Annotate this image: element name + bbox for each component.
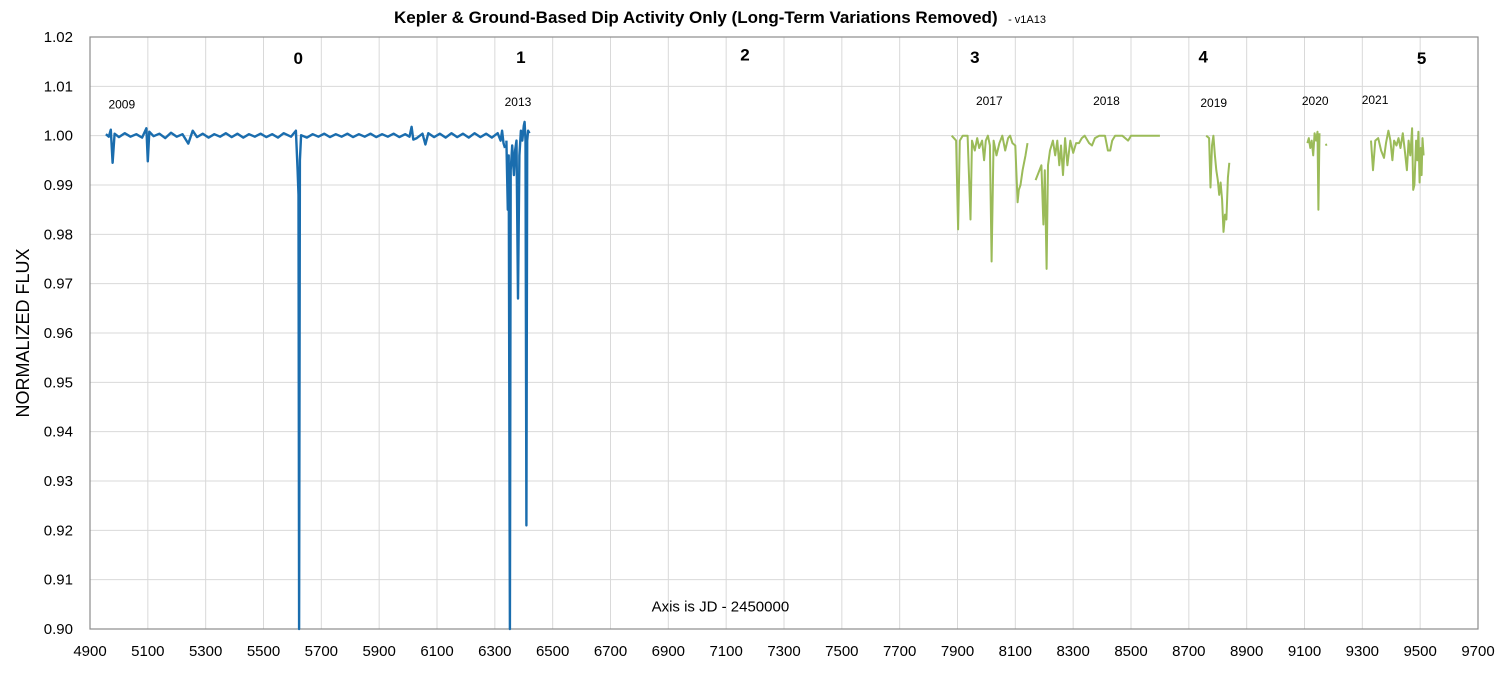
plot-area [89, 36, 1479, 630]
x-tick-label: 5900 [362, 643, 395, 660]
chart-title-main: Kepler & Ground-Based Dip Activity Only … [394, 8, 998, 27]
x-tick-label: 5100 [131, 643, 164, 660]
x-tick-label: 8100 [999, 643, 1032, 660]
x-tick-label: 9500 [1403, 643, 1436, 660]
chart-title: Kepler & Ground-Based Dip Activity Only … [394, 8, 1046, 27]
x-tick-label: 4900 [73, 643, 106, 660]
y-tick-label: 1.02 [44, 29, 73, 46]
series-line [950, 134, 1029, 263]
segment-label: 2 [740, 46, 749, 65]
y-tick-label: 0.98 [44, 226, 73, 243]
y-tick-label: 0.92 [44, 522, 73, 539]
year-label: 2018 [1093, 94, 1120, 108]
series-line [1034, 134, 1160, 270]
year-label: 2017 [976, 94, 1003, 108]
x-tick-label: 5700 [305, 643, 338, 660]
series-line [105, 125, 507, 631]
x-tick-label: 8900 [1230, 643, 1263, 660]
series-line [505, 120, 531, 631]
x-tick-label: 5300 [189, 643, 222, 660]
year-label: 2020 [1302, 94, 1329, 108]
year-label: 2019 [1200, 96, 1227, 110]
x-tick-label: 6900 [652, 643, 685, 660]
y-tick-label: 1.01 [44, 78, 73, 95]
axis-note: Axis is JD - 2450000 [652, 599, 790, 616]
x-tick-label: 7900 [941, 643, 974, 660]
series-line [1306, 130, 1321, 211]
x-tick-label: 6300 [478, 643, 511, 660]
y-axis-label: NORMALIZED FLUX [13, 248, 33, 417]
x-tick-label: 7700 [883, 643, 916, 660]
y-tick-label: 0.96 [44, 325, 73, 342]
segment-label: 3 [970, 48, 979, 67]
x-tick-label: 8700 [1172, 643, 1205, 660]
year-label: 2021 [1362, 93, 1389, 107]
y-tick-label: 0.90 [44, 621, 73, 638]
y-tick-label: 0.91 [44, 572, 73, 589]
segment-label: 4 [1199, 48, 1209, 67]
year-label: 2013 [505, 95, 532, 109]
y-tick-label: 0.95 [44, 374, 73, 391]
x-tick-label: 5500 [247, 643, 280, 660]
y-tick-label: 0.93 [44, 473, 73, 490]
series-line [1370, 127, 1425, 191]
x-tick-label: 6100 [420, 643, 453, 660]
x-tick-label: 9100 [1288, 643, 1321, 660]
segment-label: 1 [516, 48, 525, 67]
y-axis-ticks: 1.02 1.01 1.00 0.99 0.98 0.97 0.96 0.95 0.94 0.93… [44, 29, 73, 638]
y-tick-label: 0.94 [44, 424, 73, 441]
x-tick-label: 6700 [594, 643, 627, 660]
x-tick-label: 7300 [767, 643, 800, 660]
chart-title-version: - v1A13 [1008, 14, 1046, 26]
x-axis-ticks: 4900 5100 5300 5500 5700 5900 6100 6300 6500 6700… [73, 643, 1494, 660]
x-tick-label: 7100 [709, 643, 742, 660]
year-label: 2009 [108, 98, 135, 112]
x-tick-label: 8500 [1114, 643, 1147, 660]
segment-label: 5 [1417, 49, 1426, 68]
x-tick-label: 9700 [1461, 643, 1494, 660]
y-tick-label: 1.00 [44, 128, 73, 145]
x-tick-label: 8300 [1056, 643, 1089, 660]
y-tick-label: 0.97 [44, 276, 73, 293]
series-line [1325, 143, 1328, 146]
series-line [1205, 134, 1231, 233]
x-tick-label: 6500 [536, 643, 569, 660]
y-tick-label: 0.99 [44, 177, 73, 194]
data-series [105, 120, 1425, 631]
annotations: 0 1 2 3 4 5 2009 2013 2017 2018 2019 2020 2021 Axis i… [108, 46, 1426, 616]
x-tick-label: 9300 [1346, 643, 1379, 660]
segment-label: 0 [293, 49, 302, 68]
x-tick-label: 7500 [825, 643, 858, 660]
